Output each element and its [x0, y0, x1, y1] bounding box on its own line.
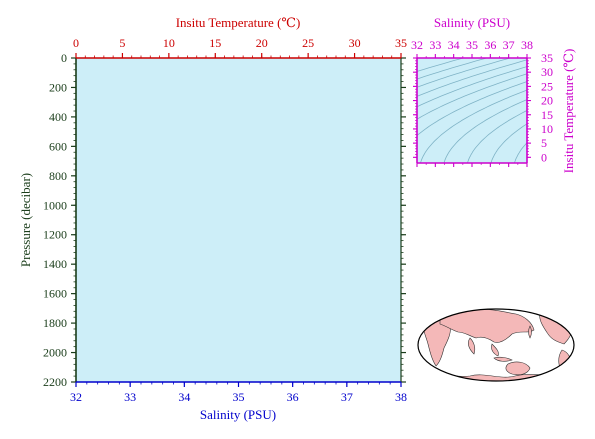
pressure-axis-title: Pressure (decibar)	[18, 173, 33, 267]
inset-salinity-tick-label: 37	[503, 38, 515, 52]
inset-salinity-axis-title: Salinity (PSU)	[434, 15, 510, 30]
temperature-tick-label: 30	[349, 36, 361, 50]
pressure-tick-label: 1200	[43, 228, 67, 242]
temperature-axis: 0 5 10 15 20 25 30 35	[73, 36, 407, 59]
inset-temperature-tick-label: 35	[541, 51, 553, 65]
isopycnal-line	[490, 123, 527, 163]
inset-salinity-tick-label: 33	[429, 38, 441, 52]
pressure-tick-label: 1400	[43, 257, 67, 271]
isopycnal-line	[417, 59, 527, 97]
inset-salinity-tick-label: 36	[484, 38, 496, 52]
temperature-tick-label: 20	[256, 36, 268, 50]
pressure-axis-right	[400, 57, 406, 383]
pressure-tick-label: 0	[61, 51, 67, 65]
temperature-tick-label: 15	[209, 36, 221, 50]
inset-temperature-tick-label: 25	[541, 79, 553, 93]
isopycnal-line	[417, 66, 527, 108]
isopycnal-line	[467, 110, 527, 163]
south-asia-shape	[468, 337, 499, 357]
isopycnal-line	[417, 81, 527, 137]
continents-shape	[418, 309, 574, 381]
pressure-tick-label: 600	[49, 139, 67, 153]
australia-shape	[505, 361, 531, 376]
isopycnal-line	[417, 58, 488, 80]
isopycnal-lines	[417, 58, 527, 163]
pressure-tick-label: 2200	[43, 375, 67, 389]
temperature-tick-label: 5	[119, 36, 125, 50]
isopycnal-line	[417, 73, 527, 120]
salinity-tick-label: 35	[233, 390, 245, 404]
inset-temperature-axis-left	[413, 57, 418, 163]
salinity-axis: 32 33 34 35 36 37 38	[70, 381, 407, 404]
inset-temperature-axis-title: Insitu Temperature (℃)	[561, 49, 576, 174]
pressure-tick-label: 200	[49, 80, 67, 94]
profile-plot-area	[76, 58, 401, 382]
pressure-axis: 0 200 400 600 800 1000 1200 1400 1600 1800 2000 220…	[43, 51, 77, 389]
temperature-tick-label: 25	[302, 36, 314, 50]
pressure-tick-label: 800	[49, 169, 67, 183]
isopycnal-line	[417, 58, 511, 88]
inset-temperature-tick-label: 0	[541, 150, 547, 164]
salinity-tick-label: 38	[395, 390, 407, 404]
pressure-tick-label: 1800	[43, 316, 67, 330]
pressure-tick-label: 1600	[43, 287, 67, 301]
salinity-tick-label: 32	[70, 390, 82, 404]
salinity-tick-label: 37	[341, 390, 353, 404]
inset-salinity-tick-label: 35	[466, 38, 478, 52]
japan-shape	[528, 325, 532, 339]
inset-salinity-axis: 32 33 34 35 36 37 38	[411, 38, 533, 59]
inset-salinity-tick-label: 32	[411, 38, 423, 52]
map-border	[417, 308, 575, 382]
inset-temperature-tick-label: 10	[541, 122, 553, 136]
temperature-tick-label: 10	[163, 36, 175, 50]
inset-salinity-tick-label: 38	[521, 38, 533, 52]
pressure-tick-label: 400	[49, 110, 67, 124]
inset-temperature-tick-label: 5	[541, 136, 547, 150]
temperature-tick-label: 35	[395, 36, 407, 50]
isopycnal-line	[443, 99, 527, 163]
temperature-tick-label: 0	[73, 36, 79, 50]
inset-temperature-tick-label: 30	[541, 65, 553, 79]
salinity-tick-label: 33	[124, 390, 136, 404]
salinity-tick-label: 34	[178, 390, 190, 404]
salinity-tick-label: 36	[287, 390, 299, 404]
isopycnal-line	[514, 142, 527, 163]
temperature-axis-title: Insitu Temperature (℃)	[176, 15, 301, 30]
ts-plot-area	[417, 58, 527, 163]
pressure-tick-label: 1000	[43, 198, 67, 212]
inset-salinity-tick-label: 34	[448, 38, 460, 52]
inset-temperature-tick-label: 15	[541, 108, 553, 122]
inset-salinity-axis-bottom	[416, 162, 528, 167]
profile-panel: 0200400600800100012001400160018002000220…	[18, 15, 407, 422]
inset-temperature-tick-label: 20	[541, 94, 553, 108]
isopycnal-line	[420, 89, 527, 163]
indonesia-shape	[493, 356, 513, 362]
salinity-axis-title: Salinity (PSU)	[200, 407, 276, 422]
pressure-tick-label: 2000	[43, 346, 67, 360]
world-map	[417, 308, 575, 382]
